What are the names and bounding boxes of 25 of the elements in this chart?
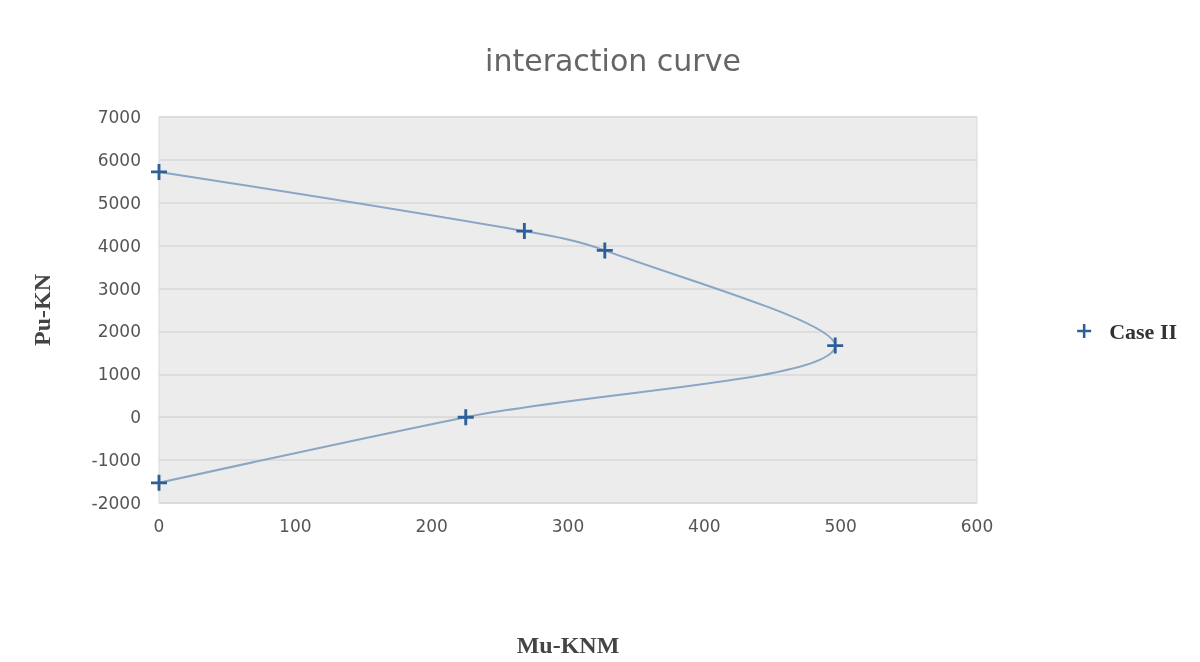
y-tick-label: 2000 <box>97 321 141 342</box>
y-tick-label: 0 <box>130 407 141 428</box>
y-tick-label: 5000 <box>97 192 141 213</box>
y-tick-label: -2000 <box>91 493 141 513</box>
point <box>596 242 613 259</box>
legend-label: Case II <box>1109 318 1178 344</box>
y-tick-label: 1000 <box>97 364 141 385</box>
x-tick-label: 600 <box>960 515 994 536</box>
y-tick-label: -1000 <box>91 450 141 471</box>
y-tick-label: 7000 <box>97 107 141 127</box>
y-tick-label: 4000 <box>97 235 141 256</box>
y-tick-label: 3000 <box>97 278 141 299</box>
y-axis-title: Pu-KN <box>29 273 55 346</box>
chart-title: interaction curve <box>485 42 741 78</box>
x-tick-label: 400 <box>688 515 721 536</box>
x-tick-label: 300 <box>551 515 585 536</box>
point <box>516 223 533 240</box>
point <box>827 337 844 354</box>
x-tick-label: 500 <box>824 515 857 536</box>
point <box>457 409 474 426</box>
x-tick-label: 100 <box>279 515 312 536</box>
y-tick-label: 6000 <box>97 149 141 170</box>
x-axis-title: Mu-KNM <box>516 632 620 658</box>
x-tick-label: 0 <box>153 515 165 536</box>
x-tick-label: 200 <box>415 515 448 536</box>
